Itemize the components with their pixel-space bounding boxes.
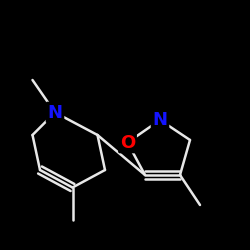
Text: N: N [48, 104, 62, 122]
Text: O: O [120, 134, 135, 152]
Text: N: N [152, 111, 168, 129]
